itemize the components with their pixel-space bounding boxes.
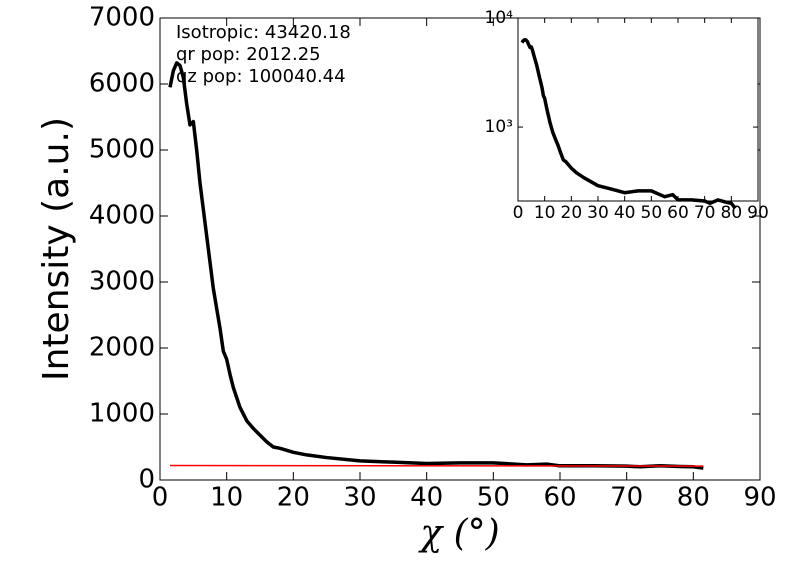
x-tick-label: 50 — [477, 483, 510, 513]
x-tick-label: 0 — [152, 483, 169, 513]
y-tick-label: 7000 — [89, 3, 155, 33]
y-tick-label: 0 — [138, 465, 155, 495]
x-tick-label: 80 — [677, 483, 710, 513]
y-axis-label: Intensity (a.u.) — [36, 117, 77, 381]
x-tick-label: 30 — [587, 203, 609, 223]
data-line — [520, 37, 737, 210]
x-tick-label: 10 — [534, 203, 556, 223]
x-tick-label: 30 — [343, 483, 376, 513]
x-tick-label: 20 — [277, 483, 310, 513]
annotation: Isotropic: 43420.18 — [176, 22, 351, 43]
y-tick-label: 6000 — [89, 69, 155, 99]
plot-frame — [159, 17, 761, 481]
x-tick-label: 90 — [743, 483, 776, 513]
x-tick-label: 40 — [410, 483, 443, 513]
x-tick-label: 10 — [210, 483, 243, 513]
x-axis-label: χ (°) — [417, 513, 499, 554]
y-tick-label: 1000 — [89, 399, 155, 429]
annotation: qr pop: 2012.25 — [176, 44, 321, 65]
x-tick-label: 90 — [747, 203, 769, 223]
annotation: qz pop: 100040.44 — [176, 66, 346, 87]
x-tick-label: 60 — [667, 203, 689, 223]
data-line — [169, 464, 704, 467]
y-tick-label: 3000 — [89, 267, 155, 297]
x-tick-label: 50 — [641, 203, 663, 223]
inset-background — [518, 18, 758, 201]
x-tick-label: 20 — [561, 203, 583, 223]
y-tick-label: 10³ — [485, 117, 513, 137]
plot-frame — [517, 17, 759, 202]
y-tick-label: 4000 — [89, 201, 155, 231]
x-tick-label: 80 — [721, 203, 743, 223]
x-tick-label: 70 — [610, 483, 643, 513]
y-tick-label: 2000 — [89, 333, 155, 363]
y-tick-label: 10⁴ — [485, 8, 514, 28]
x-tick-label: 40 — [614, 203, 636, 223]
y-tick-label: 5000 — [89, 135, 155, 165]
x-tick-label: 60 — [543, 483, 576, 513]
x-tick-label: 0 — [513, 203, 524, 223]
x-tick-label: 70 — [694, 203, 716, 223]
